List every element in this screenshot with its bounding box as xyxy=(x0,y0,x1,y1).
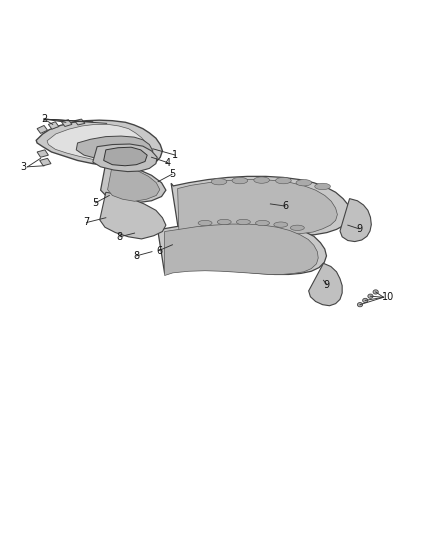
Ellipse shape xyxy=(276,177,291,184)
Polygon shape xyxy=(104,147,147,166)
Text: 9: 9 xyxy=(324,279,330,289)
Text: 5: 5 xyxy=(169,169,175,179)
Polygon shape xyxy=(37,125,47,133)
Text: 7: 7 xyxy=(84,217,90,228)
Polygon shape xyxy=(157,221,326,274)
Ellipse shape xyxy=(237,219,251,224)
Polygon shape xyxy=(165,224,318,276)
Ellipse shape xyxy=(232,177,248,184)
Ellipse shape xyxy=(363,298,368,303)
Polygon shape xyxy=(108,165,160,201)
Text: 4: 4 xyxy=(165,158,171,167)
Ellipse shape xyxy=(368,294,373,298)
Polygon shape xyxy=(40,158,51,166)
Text: 5: 5 xyxy=(92,198,99,208)
Ellipse shape xyxy=(217,219,231,224)
Ellipse shape xyxy=(198,220,212,225)
Text: 10: 10 xyxy=(382,292,394,302)
Polygon shape xyxy=(100,192,166,239)
Ellipse shape xyxy=(290,225,304,230)
Polygon shape xyxy=(340,199,371,241)
Text: 2: 2 xyxy=(41,114,47,124)
Polygon shape xyxy=(101,163,166,203)
Text: 9: 9 xyxy=(356,224,362,234)
Polygon shape xyxy=(93,144,157,172)
Polygon shape xyxy=(36,120,162,167)
Ellipse shape xyxy=(373,290,378,294)
Text: 1: 1 xyxy=(173,150,179,160)
Ellipse shape xyxy=(255,220,269,225)
Polygon shape xyxy=(74,119,85,125)
Text: 8: 8 xyxy=(133,251,139,261)
Text: 6: 6 xyxy=(282,201,288,211)
Ellipse shape xyxy=(357,303,363,307)
Polygon shape xyxy=(48,122,59,129)
Text: 3: 3 xyxy=(20,162,26,172)
Ellipse shape xyxy=(211,179,227,185)
Ellipse shape xyxy=(274,222,288,227)
Polygon shape xyxy=(171,176,352,236)
Polygon shape xyxy=(47,124,148,163)
Polygon shape xyxy=(309,263,342,306)
Polygon shape xyxy=(178,180,337,235)
Polygon shape xyxy=(61,119,72,126)
Ellipse shape xyxy=(315,183,330,190)
Text: 8: 8 xyxy=(117,232,123,242)
Polygon shape xyxy=(37,150,48,157)
Ellipse shape xyxy=(296,180,312,186)
Polygon shape xyxy=(76,136,153,162)
Text: 6: 6 xyxy=(156,246,162,256)
Ellipse shape xyxy=(254,177,269,183)
